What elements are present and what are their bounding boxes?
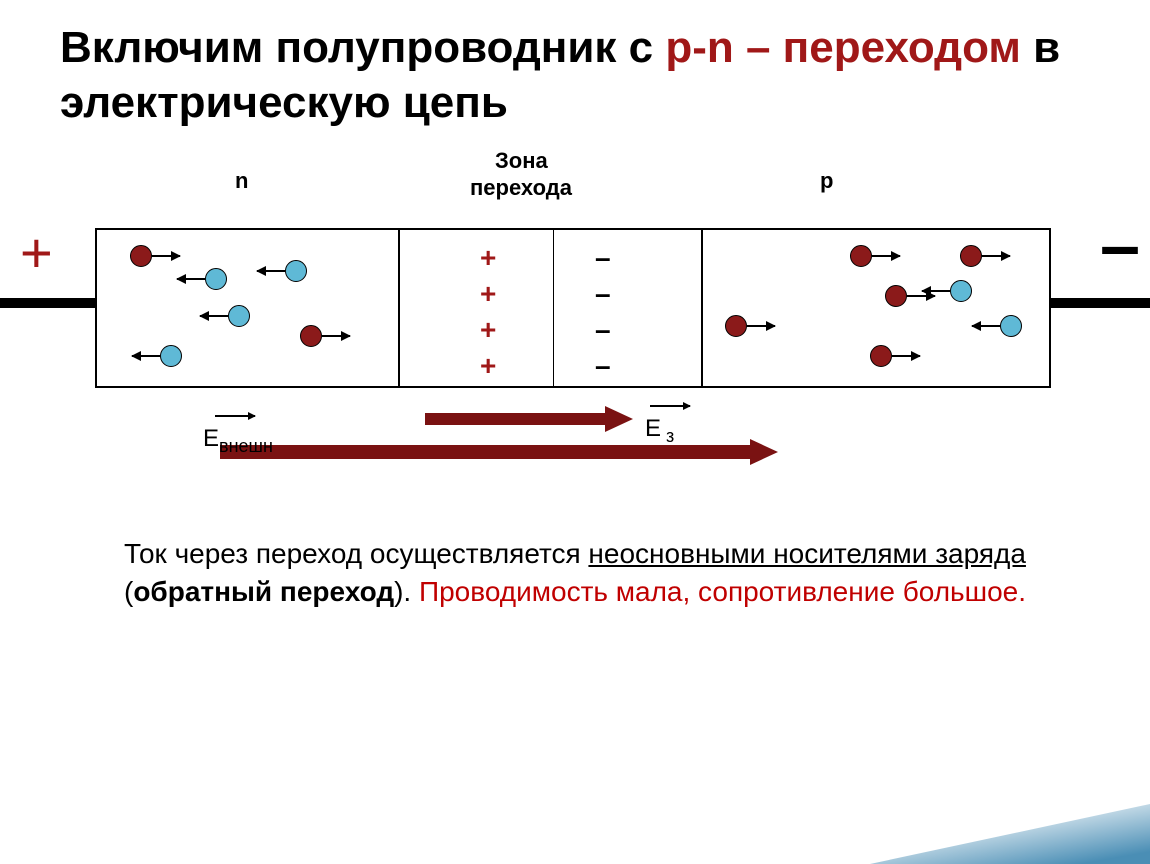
- motion-arrow: [872, 255, 900, 257]
- electron-particle: [228, 305, 250, 327]
- zone-plus-symbol: +: [480, 242, 496, 274]
- terminal-plus: +: [20, 220, 53, 285]
- motion-arrow: [200, 315, 228, 317]
- pn-junction-diagram: + – +–+–+–+–EвнешнE з: [0, 210, 1150, 440]
- hole-particle: [850, 245, 872, 267]
- motion-arrow: [152, 255, 180, 257]
- field-arrows-area: [0, 440, 1150, 510]
- title-accent: p-n – переходом: [665, 23, 1021, 72]
- zone-plus-symbol: +: [480, 350, 496, 382]
- label-p: p: [820, 168, 833, 194]
- cap-t2: (: [124, 576, 133, 607]
- motion-arrow: [257, 270, 285, 272]
- zone-plus-symbol: +: [480, 278, 496, 310]
- electron-particle: [160, 345, 182, 367]
- motion-arrow: [747, 325, 775, 327]
- label-zone-1: Зона: [495, 148, 548, 174]
- zone-plus-symbol: +: [480, 314, 496, 346]
- hole-particle: [960, 245, 982, 267]
- caption-text: Ток через переход осуществляется неоснов…: [0, 510, 1150, 611]
- hole-particle: [130, 245, 152, 267]
- cap-t3: ).: [394, 576, 419, 607]
- motion-arrow: [922, 290, 950, 292]
- motion-arrow: [892, 355, 920, 357]
- zone-minus-symbol: –: [595, 314, 611, 346]
- hole-particle: [725, 315, 747, 337]
- cap-t1: Ток через переход осуществляется: [124, 538, 588, 569]
- label-zone-2: перехода: [470, 175, 572, 201]
- hole-particle: [870, 345, 892, 367]
- electron-particle: [1000, 315, 1022, 337]
- label-n: n: [235, 168, 248, 194]
- motion-arrow: [972, 325, 1000, 327]
- e-vnesh-vector: [215, 415, 255, 417]
- field-arrow-short: [425, 413, 605, 425]
- cap-u1: неосновными носителями заряда: [588, 538, 1026, 569]
- hole-particle: [300, 325, 322, 347]
- electron-particle: [285, 260, 307, 282]
- corner-decoration: [800, 804, 1150, 864]
- zone-minus-symbol: –: [595, 278, 611, 310]
- electron-particle: [950, 280, 972, 302]
- title-part1: Включим полупроводник с: [60, 23, 665, 72]
- region-labels: n Зона перехода p: [0, 140, 1150, 210]
- motion-arrow: [322, 335, 350, 337]
- cap-r1: Проводимость мала, сопротивление большое…: [419, 576, 1026, 607]
- box-zone: [398, 228, 703, 388]
- electron-particle: [205, 268, 227, 290]
- motion-arrow: [982, 255, 1010, 257]
- terminal-minus: –: [1100, 205, 1140, 287]
- slide-title: Включим полупроводник с p-n – переходом …: [0, 0, 1150, 140]
- motion-arrow: [177, 278, 205, 280]
- cap-b1: обратный переход: [133, 576, 394, 607]
- zone-minus-symbol: –: [595, 242, 611, 274]
- zone-minus-symbol: –: [595, 350, 611, 382]
- e-z-vector: [650, 405, 690, 407]
- hole-particle: [885, 285, 907, 307]
- motion-arrow: [132, 355, 160, 357]
